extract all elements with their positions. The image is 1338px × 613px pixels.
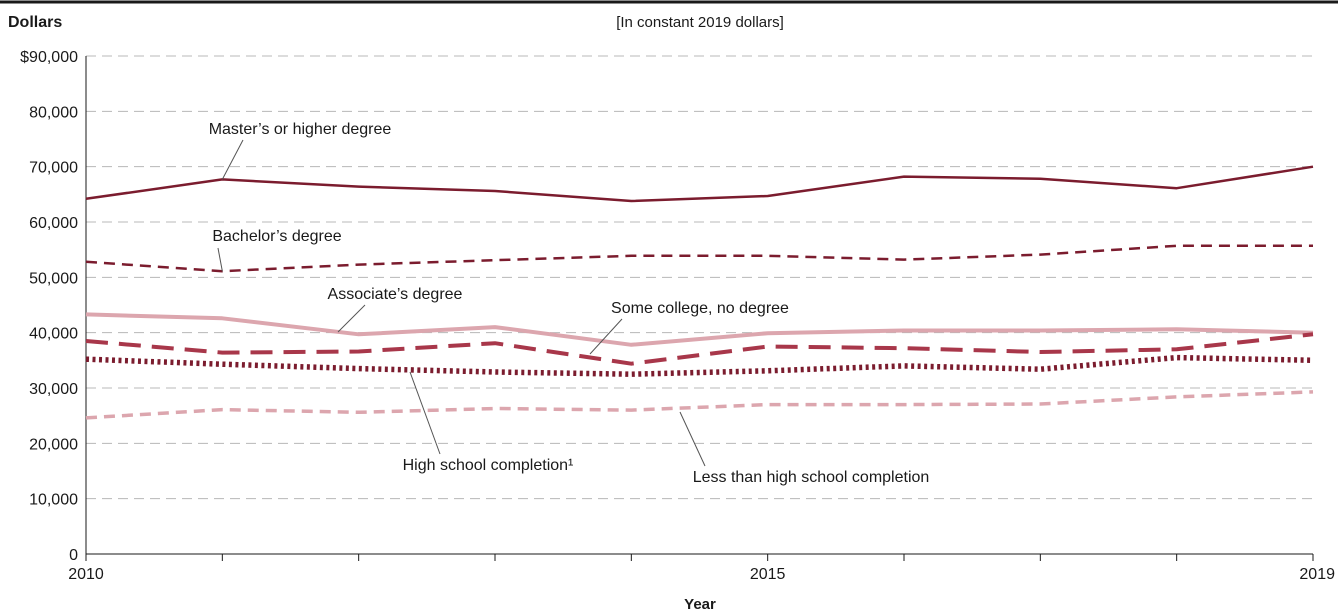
series-line-associate-s-degree [85, 312, 1314, 347]
y-tick-label: 40,000 [29, 326, 78, 343]
leader-line [589, 318, 623, 355]
series-line-bachelor-s-degree [85, 244, 1313, 273]
y-axis-label: Dollars [8, 14, 62, 31]
leader-line [221, 139, 244, 180]
y-tick-label: 50,000 [29, 270, 78, 287]
series-line-less-than-high-school-completion [85, 390, 1314, 420]
series-line-some-college-no-degree [85, 332, 1314, 366]
x-tick-label: 2015 [750, 566, 786, 583]
series-label-less-than-high-school-completion: Less than high school completion [693, 469, 930, 486]
series-line-master-s-or-higher-degree [85, 165, 1314, 203]
leader-line [337, 304, 366, 333]
y-tick-label: 80,000 [29, 104, 78, 121]
chart-subtitle: [In constant 2019 dollars] [616, 14, 784, 31]
y-tick-label: $90,000 [20, 49, 78, 66]
y-tick-label: 70,000 [29, 160, 78, 177]
y-tick-label: 0 [69, 547, 78, 564]
leader-line [409, 371, 441, 455]
x-tick-label: 2019 [1299, 566, 1335, 583]
x-axis-label: Year [684, 596, 716, 613]
y-tick-label: 30,000 [29, 381, 78, 398]
series-label-bachelor-s-degree: Bachelor’s degree [212, 228, 341, 245]
series-label-associate-s-degree: Associate’s degree [328, 286, 463, 303]
x-tick-label: 2010 [68, 566, 104, 583]
series-line-high-school-completion [85, 354, 1314, 377]
y-tick-label: 10,000 [29, 492, 78, 509]
leader-line [679, 411, 706, 467]
y-tick-label: 60,000 [29, 215, 78, 232]
y-tick-label: 20,000 [29, 436, 78, 453]
leader-line [217, 247, 223, 272]
series-label-some-college-no-degree: Some college, no degree [611, 300, 789, 317]
series-label-master-s-or-higher-degree: Master’s or higher degree [209, 121, 392, 138]
series-label-high-school-completion: High school completion¹ [403, 457, 574, 474]
